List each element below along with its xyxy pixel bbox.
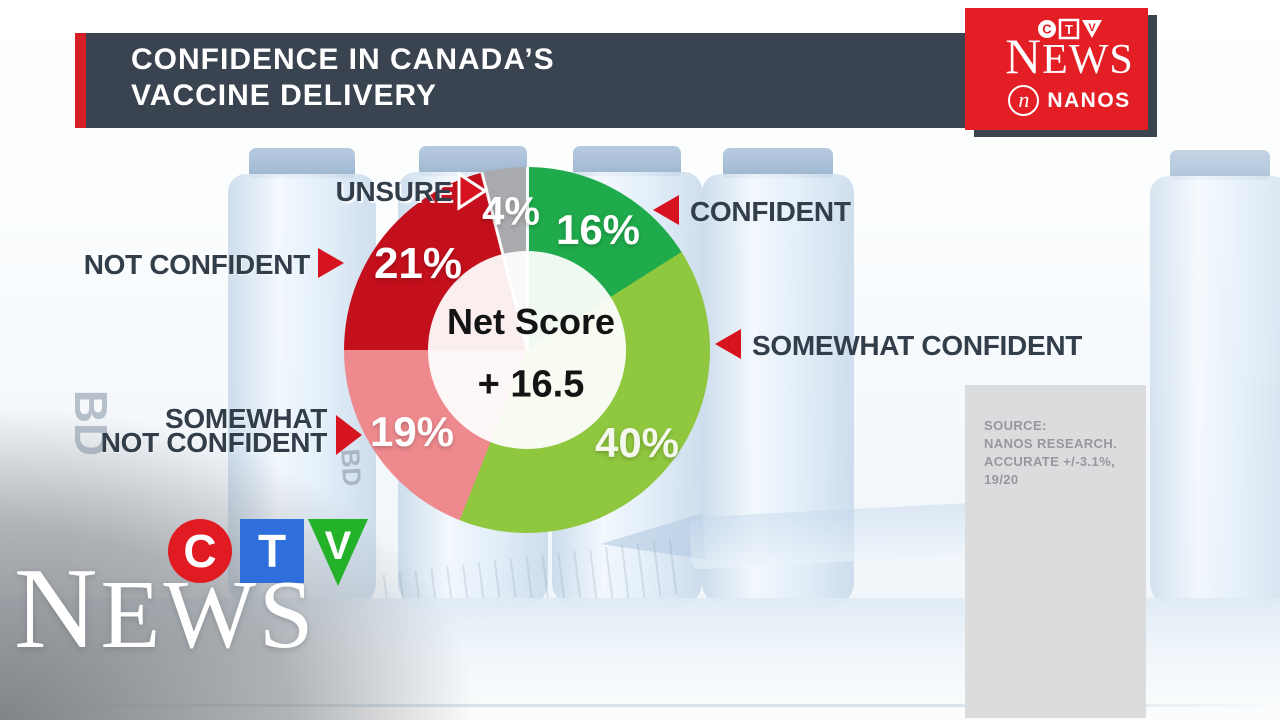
ctv-news-nanos-logo: C T V NEWS n NANOS	[965, 8, 1148, 130]
nanos-wordmark: NANOS	[1047, 88, 1131, 112]
label-somewhat-not-confident-line1: SOMEWHAT	[165, 403, 327, 434]
arrow-left-icon	[653, 195, 679, 225]
ctv-mini-logo-icon: C T V	[1037, 18, 1102, 40]
slice-value-confident: 16%	[555, 206, 641, 253]
vial-cap-graphic	[248, 148, 356, 178]
vial-body-graphic	[1150, 176, 1280, 608]
logo-news-wordmark: NEWS	[1005, 29, 1134, 84]
slice-value-unsure: 4%	[482, 189, 540, 234]
header-red-accent	[75, 33, 86, 128]
label-unsure: UNSURE	[335, 176, 453, 207]
source-line: 19/20	[984, 472, 1019, 487]
arrow-right-icon	[336, 415, 362, 455]
arrow-right-icon	[457, 171, 488, 211]
svg-text:C: C	[183, 525, 216, 577]
page-title-line2: VACCINE DELIVERY	[131, 79, 438, 112]
net-score-label: Net Score	[446, 301, 616, 342]
news-wordmark: NEWS	[14, 545, 317, 673]
net-score-value: + 16.5	[477, 363, 585, 406]
arrow-right-icon	[318, 248, 344, 278]
vial-graphic	[1150, 150, 1280, 608]
arrow-left-icon	[715, 329, 741, 359]
svg-text:T: T	[1065, 22, 1073, 37]
slice-value-somewhat-not-confident: 19%	[369, 408, 455, 455]
ctv-logo-icon: C T V	[168, 519, 368, 586]
slice-value-not-confident: 21%	[373, 239, 463, 288]
svg-text:C: C	[1042, 22, 1052, 37]
source-line: ACCURATE +/-3.1%,	[984, 454, 1116, 469]
nanos-n-icon: n	[1008, 85, 1040, 116]
page-title: CONFIDENCE IN CANADA’S VACCINE DELIVERY	[131, 42, 555, 114]
svg-text:V: V	[1088, 22, 1096, 34]
label-somewhat-not-confident: SOMEWHAT NOT CONFIDENT	[58, 403, 328, 458]
label-somewhat-not-confident-line2: NOT CONFIDENT	[100, 427, 328, 458]
label-not-confident: NOT CONFIDENT	[83, 249, 311, 280]
source-line: NANOS RESEARCH.	[984, 436, 1118, 451]
vial-cap-graphic	[1169, 150, 1271, 180]
source-line: SOURCE:	[984, 418, 1047, 433]
svg-text:V: V	[325, 524, 352, 568]
svg-text:T: T	[258, 525, 286, 577]
label-confident: CONFIDENT	[690, 196, 851, 227]
table-edge-graphic	[0, 704, 1280, 707]
label-somewhat-confident: SOMEWHAT CONFIDENT	[752, 330, 1083, 361]
slice-value-somewhat-confident: 40%	[594, 419, 680, 466]
donut-chart-area: 16% 40% 19% 21% 4% Net Score + 16.5	[344, 167, 710, 533]
source-box: SOURCE: NANOS RESEARCH. ACCURATE +/-3.1%…	[965, 385, 1146, 718]
donut-hole	[428, 251, 626, 449]
vial-cap-graphic	[723, 148, 833, 178]
page-title-line1: CONFIDENCE IN CANADA’S	[131, 43, 555, 76]
vial-cap-graphic	[573, 146, 681, 176]
